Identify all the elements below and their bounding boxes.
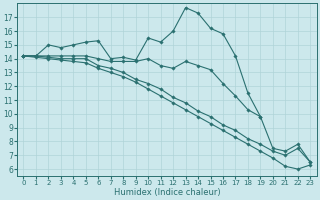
X-axis label: Humidex (Indice chaleur): Humidex (Indice chaleur) <box>114 188 220 197</box>
